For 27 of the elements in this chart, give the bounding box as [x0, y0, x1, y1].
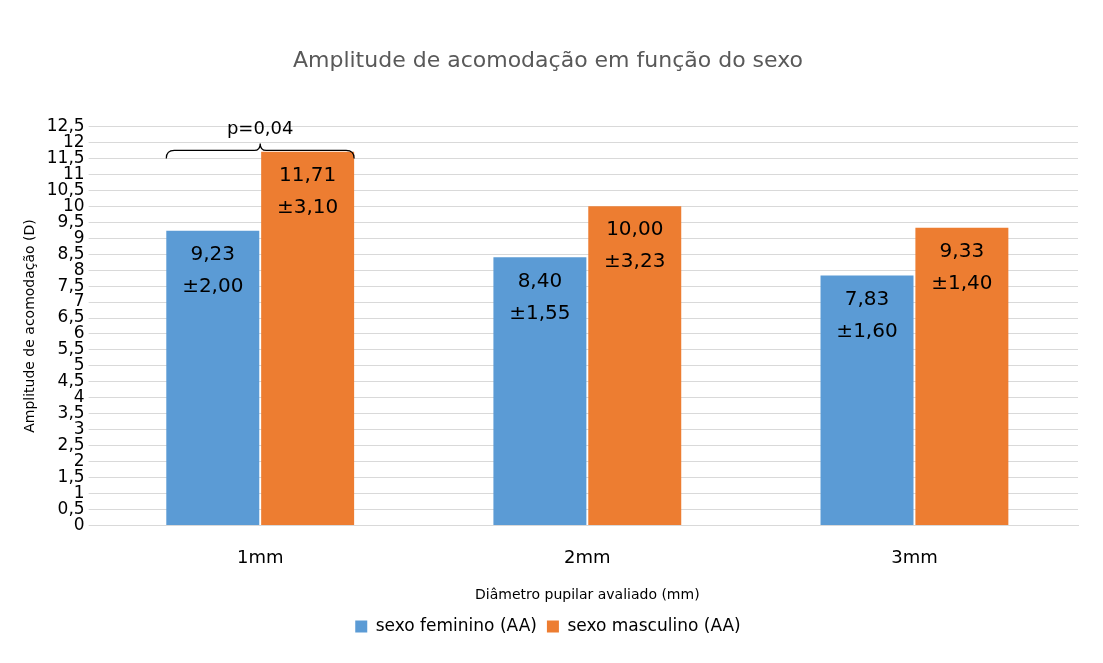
- y-tick-label: 5,5: [57, 338, 85, 359]
- legend-label: sexo masculino (AA): [567, 614, 741, 635]
- chart-title: Amplitude de acomodação em função do sexo: [292, 46, 804, 72]
- x-tick-label: 2mm: [564, 546, 611, 568]
- data-label: 9,33 ±1,40: [931, 237, 993, 294]
- data-label: 8,40 ±1,55: [509, 267, 571, 324]
- y-tick-label: 4,5: [57, 370, 85, 391]
- data-label: 9,23 ±2,00: [182, 241, 244, 298]
- y-tick-label: 2,5: [57, 434, 85, 455]
- x-tick-label: 3mm: [891, 546, 938, 568]
- data-label: 7,83 ±1,60: [836, 285, 898, 342]
- bar: [915, 227, 1009, 526]
- y-tick-label: 3,5: [57, 402, 85, 423]
- bar: [166, 230, 260, 526]
- annotation: p=0,04: [226, 117, 294, 139]
- legend-label: sexo feminino (AA): [375, 614, 537, 635]
- bar: [261, 151, 355, 526]
- bar: [493, 257, 587, 526]
- y-axis-title: Amplitude de acomodação (D): [21, 219, 38, 433]
- x-tick-label: 1mm: [236, 546, 284, 568]
- bar: [588, 206, 682, 526]
- bar: [820, 275, 914, 526]
- x-axis-title: Diâmetro pupilar avaliado (mm): [475, 586, 700, 603]
- data-label: 11,71 ±3,10: [276, 161, 339, 218]
- data-label: 10,00 ±3,23: [604, 216, 666, 273]
- y-tick-label: 1,5: [57, 466, 85, 487]
- y-tick-label: 6,5: [57, 306, 85, 327]
